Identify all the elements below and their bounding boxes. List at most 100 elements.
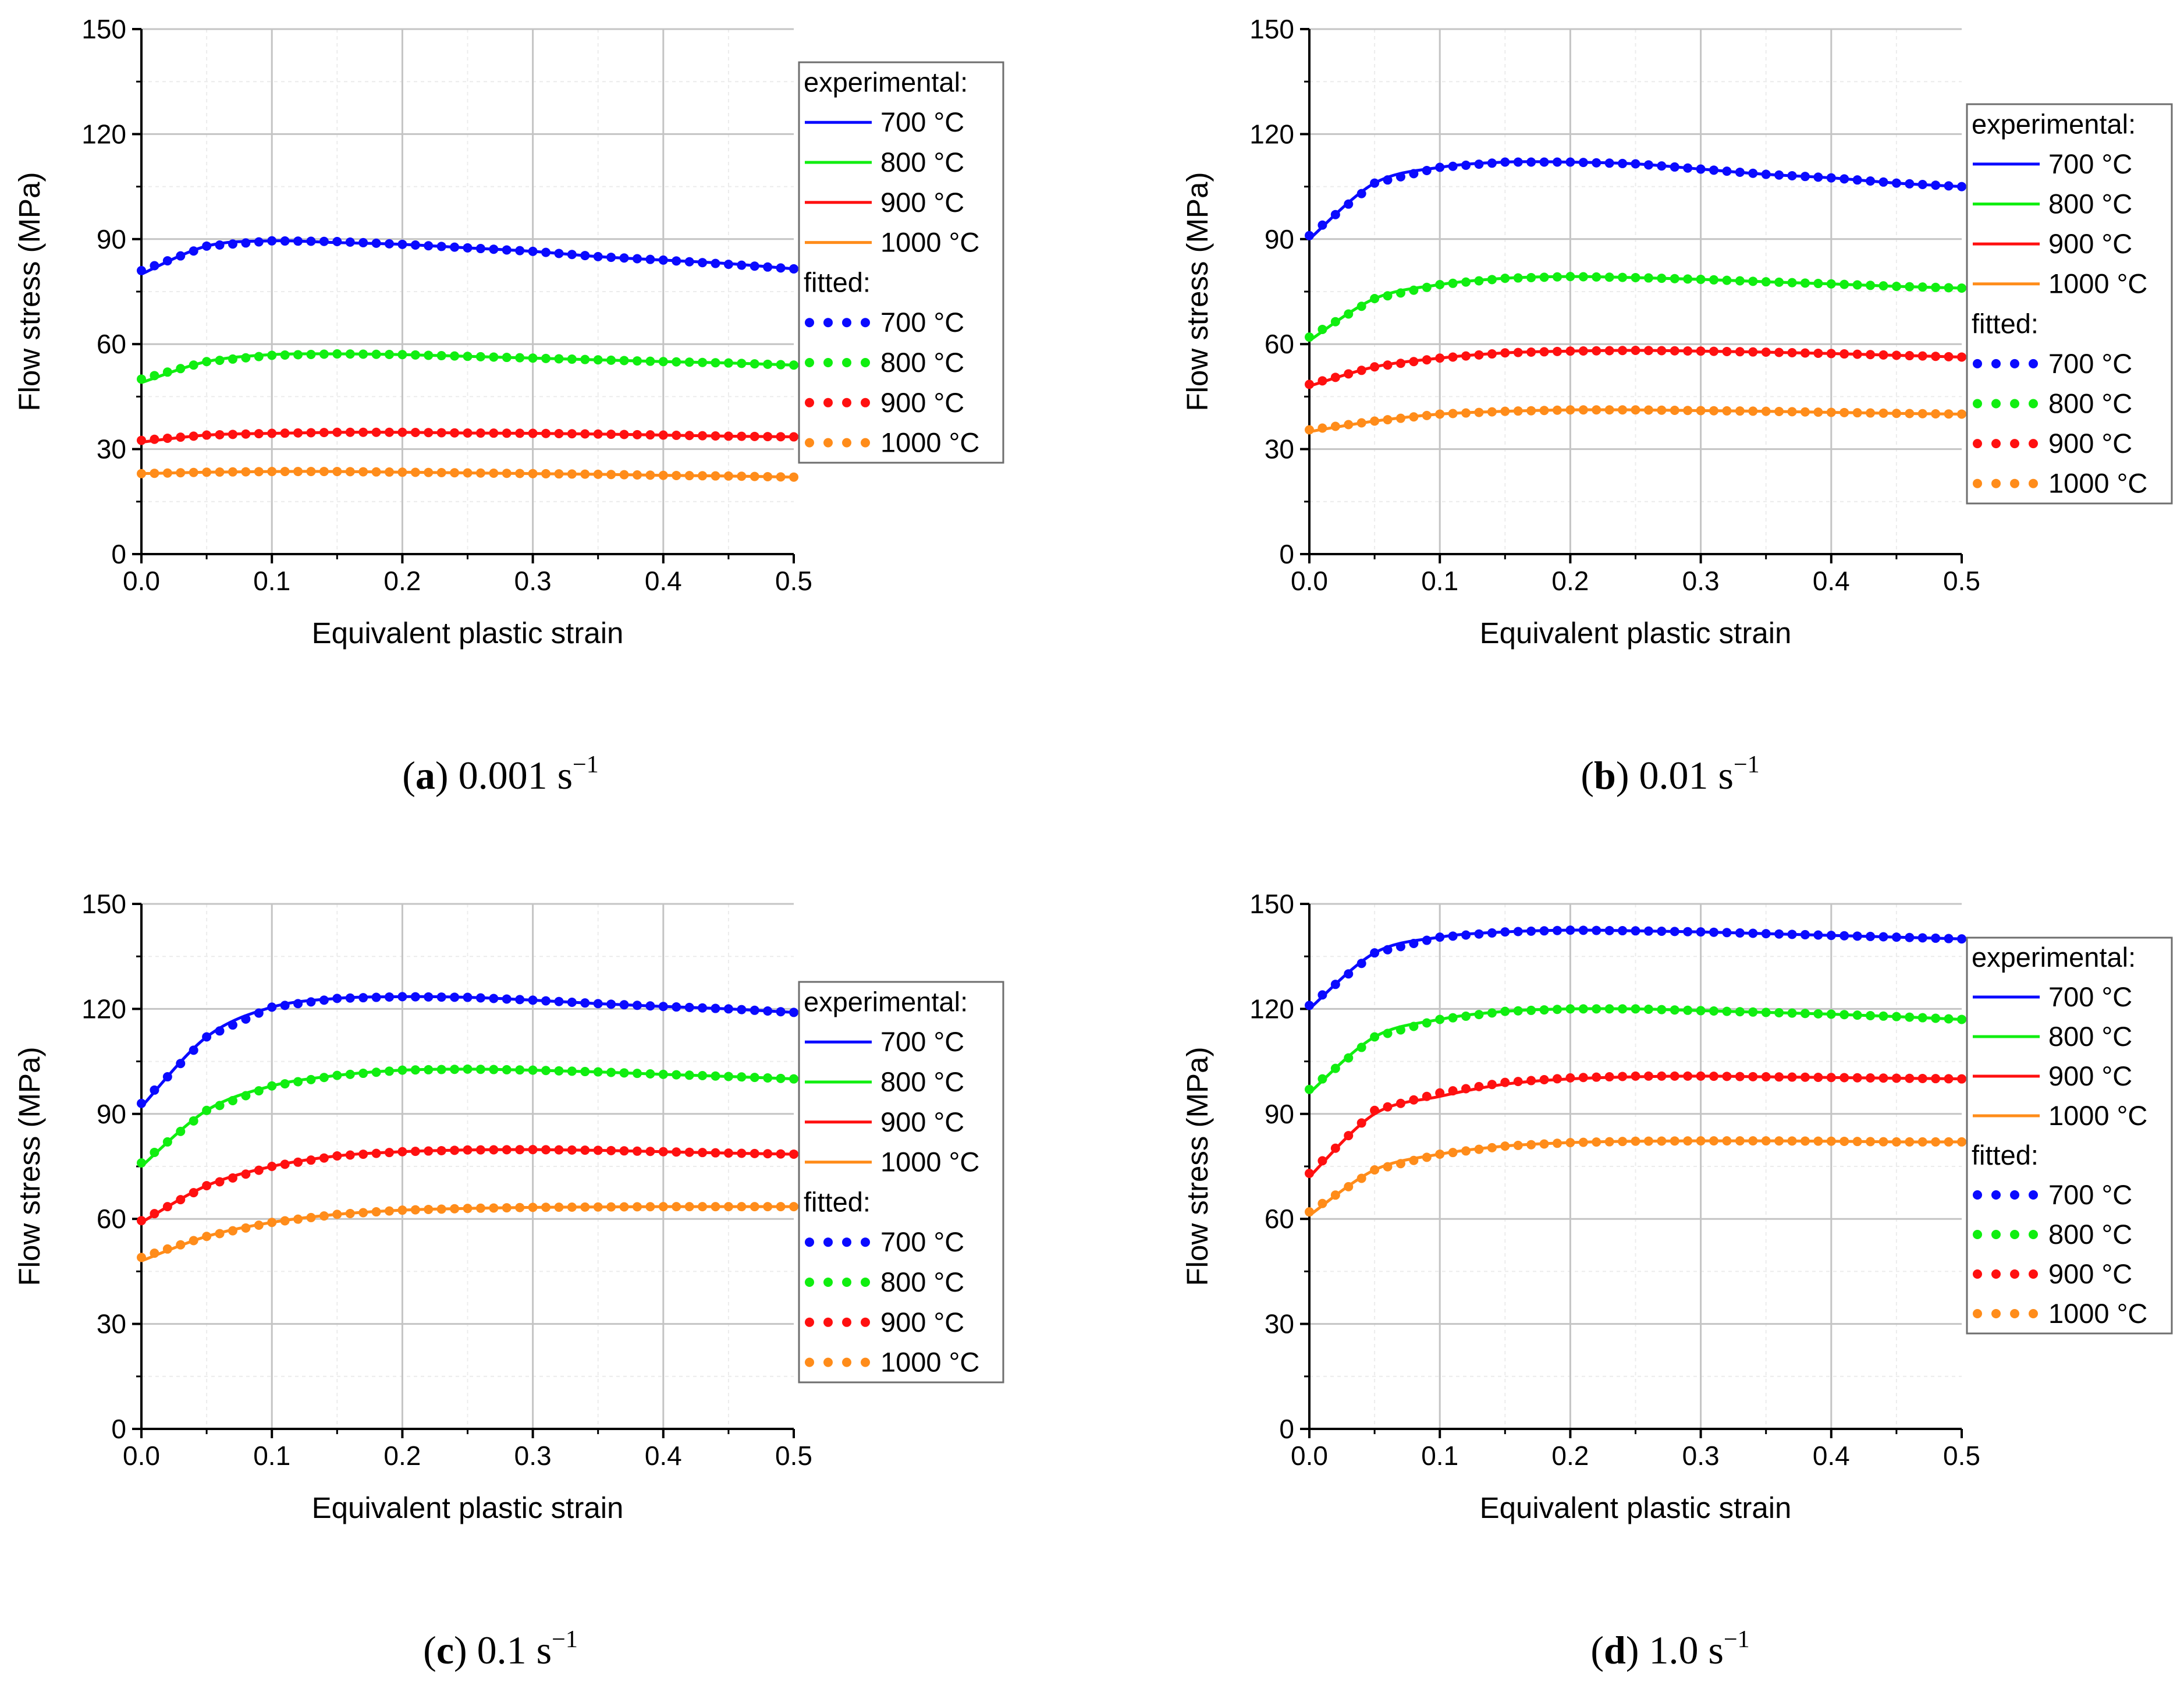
legend-fitted-label: fitted:	[1972, 1140, 2039, 1170]
caption-punct: (	[423, 1628, 436, 1672]
fitted-point-700	[1552, 157, 1562, 167]
fitted-point-900	[1487, 1080, 1497, 1090]
fitted-point-900	[672, 430, 681, 440]
fitted-point-700	[580, 998, 590, 1008]
fitted-point-900	[1526, 347, 1536, 357]
fitted-point-1000	[345, 467, 355, 477]
fitted-point-900	[1395, 1098, 1405, 1108]
fitted-point-1000	[1592, 405, 1601, 415]
fitted-point-800	[1370, 1032, 1380, 1042]
fitted-point-1000	[228, 467, 237, 477]
fitted-point-700	[528, 246, 538, 256]
fitted-point-900	[632, 430, 642, 439]
fitted-point-900	[358, 427, 368, 437]
y-tick-label: 90	[97, 1099, 126, 1129]
legend-dot-900	[823, 398, 833, 407]
fitted-point-900	[698, 1148, 708, 1158]
fitted-point-700	[789, 264, 798, 274]
fitted-point-1000	[658, 470, 668, 480]
fitted-point-1000	[1657, 1136, 1667, 1146]
fitted-point-900	[658, 430, 668, 440]
legend-entry: 1000 °C	[880, 227, 979, 258]
fitted-point-1000	[554, 469, 564, 479]
fitted-point-800	[371, 349, 381, 359]
fitted-point-1000	[1383, 415, 1393, 425]
legend-dot-1000	[1991, 1309, 2001, 1318]
fitted-point-900	[776, 1149, 786, 1159]
fitted-point-800	[750, 359, 759, 369]
legend-box	[798, 61, 1004, 464]
fitted-point-700	[450, 242, 460, 252]
legend-entry: 900 °C	[2048, 428, 2132, 459]
fitted-point-1000	[162, 1244, 172, 1254]
legend-dot-800	[861, 358, 870, 367]
fitted-point-700	[1539, 926, 1549, 936]
x-tick-label: 0.5	[1943, 1441, 1980, 1471]
fitted-point-1000	[698, 1202, 708, 1212]
fitted-point-1000	[189, 1236, 198, 1246]
fitted-point-800	[1670, 274, 1679, 283]
fitted-point-900	[1618, 346, 1628, 356]
fitted-point-700	[1761, 169, 1771, 179]
fitted-point-800	[1305, 1084, 1314, 1094]
fitted-point-700	[789, 1008, 798, 1017]
legend-box	[798, 981, 1004, 1384]
fitted-point-900	[763, 1149, 773, 1159]
fitted-point-800	[1657, 274, 1667, 283]
legend-entry: 900 °C	[2048, 1258, 2132, 1289]
fitted-point-1000	[1487, 407, 1497, 417]
fitted-point-800	[137, 374, 146, 384]
fitted-point-700	[1435, 932, 1445, 942]
legend-entry: 700 °C	[880, 107, 964, 137]
fitted-point-700	[502, 245, 512, 255]
legend-dot-900	[1973, 1269, 1982, 1279]
legend-entry: 800 °C	[2048, 1219, 2132, 1250]
fitted-point-800	[645, 1069, 655, 1079]
fitted-point-800	[319, 1073, 329, 1083]
fitted-point-900	[150, 434, 159, 444]
fitted-point-700	[1422, 165, 1432, 175]
fitted-point-800	[1905, 1012, 1915, 1022]
legend-entry: 800 °C	[2048, 388, 2132, 419]
fitted-point-800	[658, 357, 668, 367]
fitted-point-800	[1813, 279, 1823, 289]
fitted-point-1000	[1774, 407, 1784, 417]
fitted-point-1000	[1748, 406, 1758, 416]
fitted-point-800	[1891, 281, 1901, 291]
legend-entry: 900 °C	[880, 1307, 964, 1338]
fitted-point-1000	[1330, 421, 1340, 431]
fitted-point-1000	[1487, 1143, 1497, 1152]
fitted-point-700	[554, 249, 564, 258]
fitted-point-1000	[1839, 407, 1849, 417]
fitted-point-800	[1696, 1006, 1706, 1016]
fitted-point-1000	[1839, 1136, 1849, 1146]
fitted-point-700	[1866, 931, 1876, 941]
fitted-point-800	[306, 1074, 316, 1084]
fitted-point-700	[1500, 927, 1510, 937]
fitted-point-800	[1735, 276, 1745, 286]
fitted-point-700	[1395, 172, 1405, 182]
fitted-point-700	[450, 992, 460, 1002]
legend-entry: 900 °C	[880, 387, 964, 418]
legend-dot-800	[861, 1278, 870, 1287]
legend-entry: 800 °C	[880, 347, 964, 378]
fitted-point-900	[424, 1146, 434, 1156]
caption-part: 1.0 s	[1649, 1628, 1723, 1672]
fitted-point-700	[202, 1032, 212, 1042]
fitted-point-900	[176, 1195, 186, 1205]
fitted-point-800	[1409, 285, 1419, 295]
x-tick-label: 0.0	[123, 1441, 160, 1471]
caption-punct: )	[454, 1628, 477, 1672]
fitted-point-900	[1592, 1072, 1601, 1082]
legend-dot-800	[842, 1278, 851, 1287]
fitted-point-900	[1878, 1073, 1888, 1083]
fitted-point-1000	[436, 1204, 446, 1214]
fitted-point-700	[280, 1001, 290, 1010]
caption-superscript: −1	[1724, 1626, 1750, 1653]
chart-panel-d: 0.0 0.1 0.2 0.3 0.4 0.5 0 30 60 90 120 150 Equivalen…	[1181, 889, 2173, 1672]
fitted-point-800	[1917, 282, 1927, 292]
legend-fitted-label: fitted:	[1972, 308, 2039, 339]
fitted-point-800	[789, 1074, 798, 1084]
fitted-point-700	[189, 246, 198, 256]
fitted-point-900	[1866, 1073, 1876, 1083]
